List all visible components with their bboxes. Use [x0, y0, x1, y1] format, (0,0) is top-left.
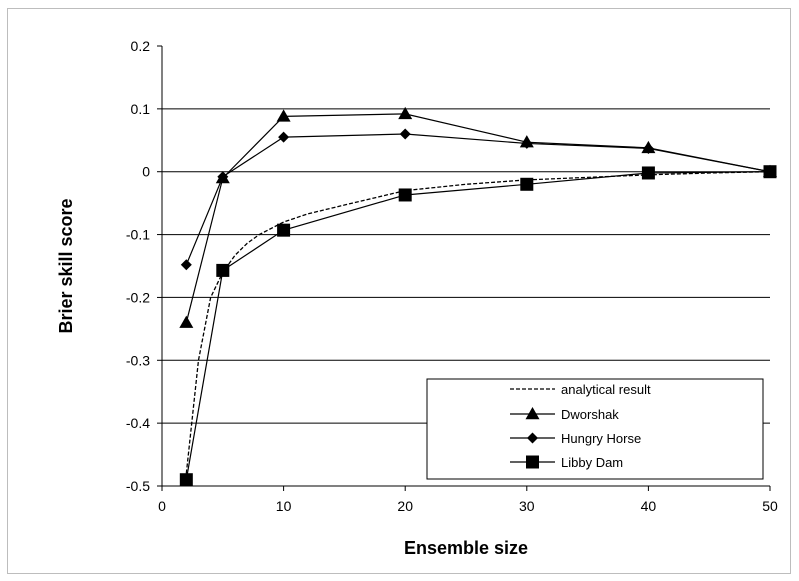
- y-tick-label-6: -0.4: [126, 415, 150, 431]
- point-hungry-horse-3: [399, 128, 411, 140]
- legend-label-analytical-result: analytical result: [561, 382, 651, 397]
- tick-labels: 0.2 0.1 0 -0.1 -0.2 -0.3 -0.4 -0.5 0 10 20 30 40 50: [126, 38, 778, 514]
- y-tick-label-0: 0.2: [131, 38, 151, 54]
- x-tick-label-3: 30: [519, 498, 535, 514]
- point-libby-dam-2: [277, 223, 291, 237]
- point-libby-dam-4: [520, 177, 534, 191]
- y-tick-label-5: -0.3: [126, 352, 150, 368]
- point-libby-dam-0: [179, 473, 193, 487]
- legend-label-hungry-horse: Hungry Horse: [561, 431, 641, 446]
- legend: analytical result Dworshak Hungry Horse Lib…: [426, 378, 764, 480]
- y-tick-label-2: 0: [142, 164, 150, 180]
- y-tick-label-3: -0.1: [126, 227, 150, 243]
- point-hungry-horse-5: [642, 142, 654, 154]
- x-tick-label-2: 20: [397, 498, 413, 514]
- legend-label-dworshak: Dworshak: [561, 407, 619, 422]
- point-libby-dam-3: [398, 188, 412, 202]
- legend-marker-hungry-horse: [527, 432, 538, 444]
- x-tick-label-1: 10: [276, 498, 292, 514]
- series-hungry-horse: [180, 128, 776, 271]
- y-tick-label-4: -0.2: [126, 289, 150, 305]
- x-tick-label-4: 40: [641, 498, 657, 514]
- point-hungry-horse-0: [180, 259, 192, 271]
- series-libby-dam: [179, 165, 777, 487]
- x-tick-label-5: 50: [762, 498, 778, 514]
- series-layer: [179, 106, 777, 487]
- point-hungry-horse-1: [217, 171, 229, 183]
- point-hungry-horse-4: [521, 137, 533, 149]
- axes: [157, 45, 771, 491]
- point-dworshak-0: [179, 315, 194, 328]
- legend-marker-dworshak: [525, 407, 540, 420]
- legend-marker-libby-dam: [526, 455, 539, 469]
- point-libby-dam-6: [763, 165, 777, 179]
- point-libby-dam-1: [216, 263, 230, 277]
- x-tick-label-0: 0: [158, 498, 166, 514]
- point-dworshak-2: [276, 109, 291, 122]
- legend-label-libby-dam: Libby Dam: [561, 455, 623, 470]
- x-axis-title: Ensemble size: [404, 538, 528, 558]
- point-libby-dam-5: [641, 166, 655, 180]
- point-hungry-horse-2: [278, 131, 290, 143]
- y-tick-label-7: -0.5: [126, 478, 150, 494]
- point-dworshak-3: [398, 106, 413, 120]
- legend-box: [426, 378, 764, 480]
- y-tick-label-1: 0.1: [131, 101, 151, 117]
- y-axis-title: Brier skill score: [56, 198, 76, 333]
